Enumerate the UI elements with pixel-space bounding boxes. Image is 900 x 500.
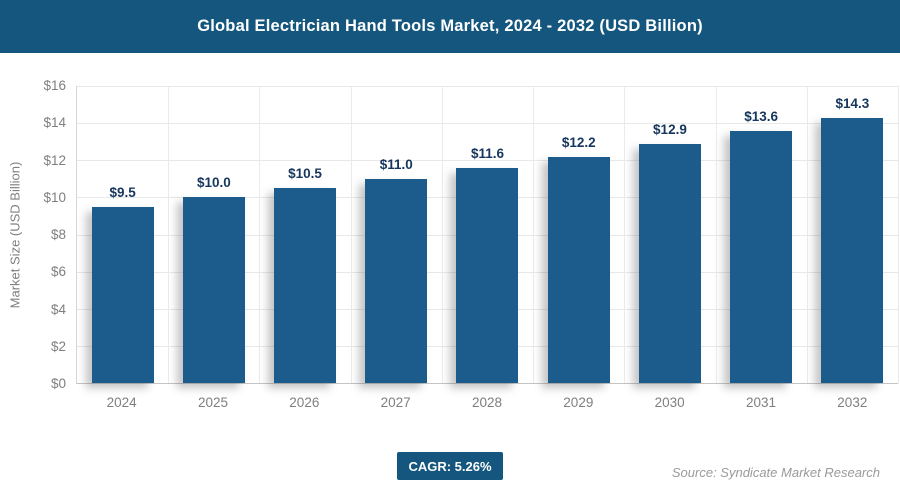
x-tick-label: 2030 — [654, 395, 685, 410]
bar-cell: $12.2 — [533, 86, 624, 383]
vertical-gridline — [259, 86, 261, 383]
plot-area: $9.5 $10.0 $10.5 $11.0 $11.6 $12.2 $12.9 $13.6 $… — [76, 86, 899, 384]
bar-value-label: $14.3 — [835, 95, 870, 111]
chart-title: Global Electrician Hand Tools Market, 20… — [197, 17, 703, 35]
vertical-gridline — [715, 86, 717, 383]
bar-value-label: $11.0 — [379, 156, 413, 172]
bar-2031 — [730, 130, 793, 383]
horizontal-gridline — [77, 86, 898, 87]
bar-2026 — [274, 188, 337, 383]
bar-value-label: $11.6 — [470, 145, 505, 161]
x-tick-label: 2032 — [837, 395, 868, 410]
x-tick-label: 2027 — [380, 395, 411, 410]
horizontal-gridline — [77, 160, 898, 162]
y-tick-label: $14 — [43, 115, 66, 131]
bar-2029 — [547, 156, 610, 383]
bar-2025 — [182, 197, 245, 383]
y-tick-label: $12 — [43, 152, 66, 168]
y-tick-label: $10 — [43, 189, 66, 205]
bar-cell: $14.3 — [807, 86, 898, 383]
x-tick-label: 2031 — [745, 395, 777, 410]
y-tick-label: $4 — [50, 301, 66, 317]
bar-cell: $9.5 — [77, 86, 168, 383]
bar-cell: $11.6 — [442, 86, 533, 383]
bar-cell: $10.5 — [259, 86, 350, 383]
bar-cell: $11.0 — [351, 86, 442, 383]
y-tick-label: $6 — [50, 264, 66, 280]
bar-2024 — [91, 206, 154, 383]
bar-cell: $12.9 — [624, 86, 715, 383]
vertical-gridline — [898, 86, 899, 383]
y-tick-label: $16 — [43, 78, 66, 93]
y-tick-label: $2 — [50, 338, 66, 354]
bar-cell: $13.6 — [716, 86, 807, 383]
x-tick-label: 2028 — [471, 395, 503, 410]
chart-zone: Market Size (USD Billion) $9.5 $10.0 $10.5… — [0, 53, 900, 500]
vertical-gridline — [624, 86, 626, 383]
bar-value-label: $12.2 — [561, 134, 596, 150]
vertical-gridline — [168, 86, 170, 383]
x-tick-label: 2025 — [197, 395, 229, 410]
source-attribution: Source: Syndicate Market Research — [671, 465, 880, 480]
bar-value-label: $13.6 — [744, 108, 779, 124]
y-tick-label: $0 — [50, 376, 66, 391]
bar-value-label: $10.5 — [288, 166, 322, 182]
x-tick-label: 2026 — [289, 395, 320, 410]
vertical-gridline — [533, 86, 535, 383]
vertical-gridline — [441, 86, 443, 383]
bar-value-label: $12.9 — [653, 121, 687, 137]
bar-2032 — [821, 117, 884, 383]
bar-2027 — [365, 178, 428, 383]
bar-2028 — [456, 167, 519, 383]
chart-header: Global Electrician Hand Tools Market, 20… — [0, 0, 900, 53]
vertical-gridline — [350, 86, 352, 383]
horizontal-gridline — [77, 123, 898, 125]
bar-value-label: $10.0 — [196, 175, 231, 191]
x-tick-label: 2024 — [106, 395, 137, 410]
x-tick-label: 2029 — [563, 395, 594, 410]
bar-cell: $10.0 — [168, 86, 259, 383]
y-tick-label: $8 — [50, 227, 66, 242]
vertical-gridline — [806, 86, 808, 383]
cagr-badge: CAGR: 5.26% — [397, 452, 503, 480]
bar-value-label: $9.5 — [109, 184, 136, 200]
bar-2030 — [638, 143, 701, 383]
